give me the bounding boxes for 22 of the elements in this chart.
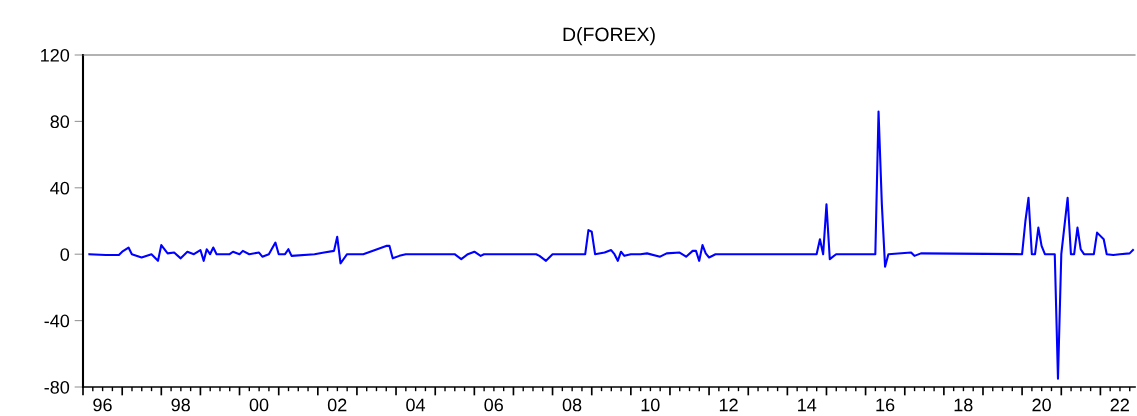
- x-tick-label: 20: [1032, 398, 1051, 412]
- x-tick-label: 18: [954, 398, 973, 412]
- x-tick-label: 06: [484, 398, 503, 412]
- y-tick-label: -40: [44, 314, 70, 328]
- x-tick-label: 12: [719, 398, 738, 412]
- y-tick-label: 120: [41, 48, 70, 62]
- x-tick-label: 16: [876, 398, 895, 412]
- y-tick-label: 40: [50, 181, 70, 195]
- chart-title: D(FOREX): [563, 27, 655, 46]
- x-tick-label: 96: [93, 398, 112, 412]
- y-tick-label: 80: [50, 115, 70, 129]
- x-tick-label: 04: [406, 398, 426, 412]
- x-tick-label: 98: [171, 398, 190, 412]
- x-tick-label: 08: [562, 398, 582, 412]
- x-tick-label: 10: [641, 398, 660, 412]
- x-tick-label: 22: [1110, 398, 1129, 412]
- x-tick-label: 14: [798, 398, 817, 412]
- y-tick-label: 0: [60, 248, 70, 261]
- line-series: [88, 110, 1134, 380]
- x-tick-label: 02: [327, 398, 347, 412]
- x-tick-label: 00: [249, 398, 269, 412]
- y-tick-label: -80: [44, 380, 70, 394]
